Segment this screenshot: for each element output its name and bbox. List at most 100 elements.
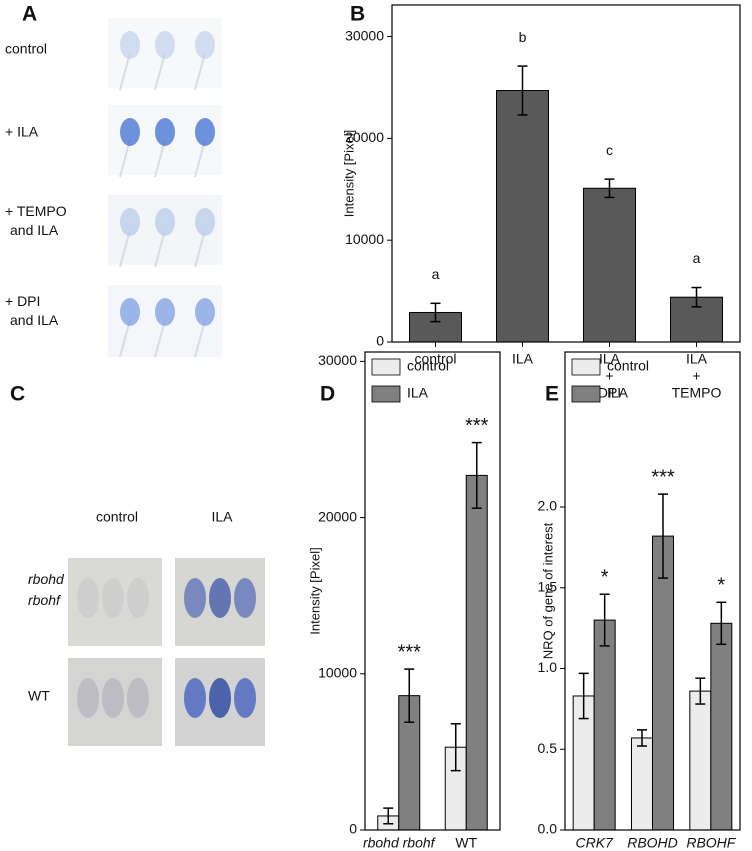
- stem: [194, 319, 206, 358]
- x-tick-label: RBOHF: [686, 835, 736, 851]
- annotation: b: [519, 29, 527, 45]
- leaf: [77, 578, 99, 618]
- bar: [652, 535, 674, 831]
- stem: [194, 229, 206, 268]
- stem: [194, 139, 206, 178]
- annotation: a: [693, 250, 701, 266]
- leaf: [184, 678, 206, 718]
- column-label: ILA: [211, 509, 233, 525]
- leaf: [195, 118, 215, 146]
- stem: [154, 52, 166, 91]
- y-tick-label: 0: [349, 821, 357, 837]
- annotation: ***: [465, 415, 489, 437]
- panel-label: D: [320, 383, 335, 406]
- legend-swatch: [571, 358, 601, 376]
- row-label: rbohd: [28, 571, 65, 587]
- leaf: [120, 208, 140, 236]
- bar: [710, 622, 733, 831]
- error-bar: [471, 441, 482, 509]
- leaf: [195, 208, 215, 236]
- panel-label: E: [545, 383, 559, 406]
- legend-label: control: [607, 358, 649, 374]
- leaf: [120, 118, 140, 146]
- stem: [154, 229, 166, 268]
- annotation: ***: [398, 641, 422, 663]
- error-bar: [383, 807, 394, 825]
- legend-label: ILA: [407, 385, 429, 401]
- error-bar: [599, 593, 610, 647]
- stem: [119, 139, 131, 178]
- leaf: [127, 678, 149, 718]
- y-tick-label: 20000: [318, 508, 357, 524]
- legend-swatch: [571, 385, 601, 403]
- error-bar: [695, 677, 706, 705]
- x-tick-label: control: [414, 351, 456, 367]
- leaf: [195, 31, 215, 59]
- y-axis-label: NRQ of gene of interest: [540, 522, 555, 659]
- x-tick-label: ILA: [512, 351, 534, 367]
- x-tick-label: TEMPO: [672, 385, 722, 401]
- leaf: [102, 678, 124, 718]
- y-tick-label: 0: [376, 333, 384, 349]
- x-tick-label: rbohd rbohf: [363, 835, 437, 851]
- error-bar: [578, 672, 589, 720]
- panel-label: A: [22, 3, 37, 26]
- error-bar: [604, 178, 615, 199]
- error-bar: [450, 723, 461, 772]
- stem: [119, 229, 131, 268]
- plot-frame: [564, 351, 741, 831]
- row-label: control: [5, 41, 47, 57]
- annotation: ***: [651, 466, 675, 488]
- row-label: + DPI: [5, 293, 40, 309]
- row-label: + ILA: [5, 124, 39, 140]
- y-tick-label: 1.0: [538, 659, 558, 675]
- row-label: + TEMPO: [5, 203, 67, 219]
- bar: [593, 619, 616, 831]
- legend-label: control: [407, 358, 449, 374]
- panel-label: B: [350, 3, 365, 26]
- row-label: WT: [28, 688, 50, 704]
- row-label: and ILA: [10, 222, 59, 238]
- y-tick-label: 0.5: [538, 740, 558, 756]
- y-tick-label: 0.0: [538, 821, 558, 837]
- bar: [689, 690, 712, 831]
- x-tick-label: ILA: [686, 351, 708, 367]
- leaf: [77, 678, 99, 718]
- legend-swatch: [371, 385, 401, 403]
- error-bar: [404, 668, 415, 723]
- annotation: c: [606, 142, 613, 158]
- leaf: [102, 578, 124, 618]
- leaf: [155, 208, 175, 236]
- plot-frame: [364, 351, 501, 831]
- panel-label: C: [10, 383, 25, 406]
- x-tick-label: +: [605, 368, 613, 384]
- row-label: rbohf: [28, 592, 62, 608]
- stem: [119, 319, 131, 358]
- y-tick-label: 10000: [345, 231, 384, 247]
- annotation: *: [601, 567, 609, 589]
- bar: [583, 187, 636, 343]
- annotation: *: [717, 575, 725, 597]
- leaf: [195, 298, 215, 326]
- leaf: [155, 118, 175, 146]
- plot-frame: [391, 4, 741, 343]
- bar: [631, 737, 653, 831]
- error-bar: [658, 493, 668, 579]
- y-axis-label: Intensity [Pixel]: [307, 547, 322, 634]
- y-tick-label: 1.5: [538, 578, 558, 594]
- leaf: [209, 578, 231, 618]
- annotation: a: [432, 266, 440, 282]
- x-tick-label: CRK7: [575, 835, 614, 851]
- y-tick-label: 30000: [345, 27, 384, 43]
- error-bar: [716, 601, 727, 646]
- x-tick-label: +: [692, 368, 700, 384]
- column-label: control: [96, 509, 138, 525]
- legend-label: ILA: [607, 385, 629, 401]
- y-tick-label: 20000: [345, 129, 384, 145]
- leaf: [209, 678, 231, 718]
- y-tick-label: 10000: [318, 664, 357, 680]
- row-label: and ILA: [10, 312, 59, 328]
- error-bar: [691, 286, 702, 308]
- stem: [154, 319, 166, 358]
